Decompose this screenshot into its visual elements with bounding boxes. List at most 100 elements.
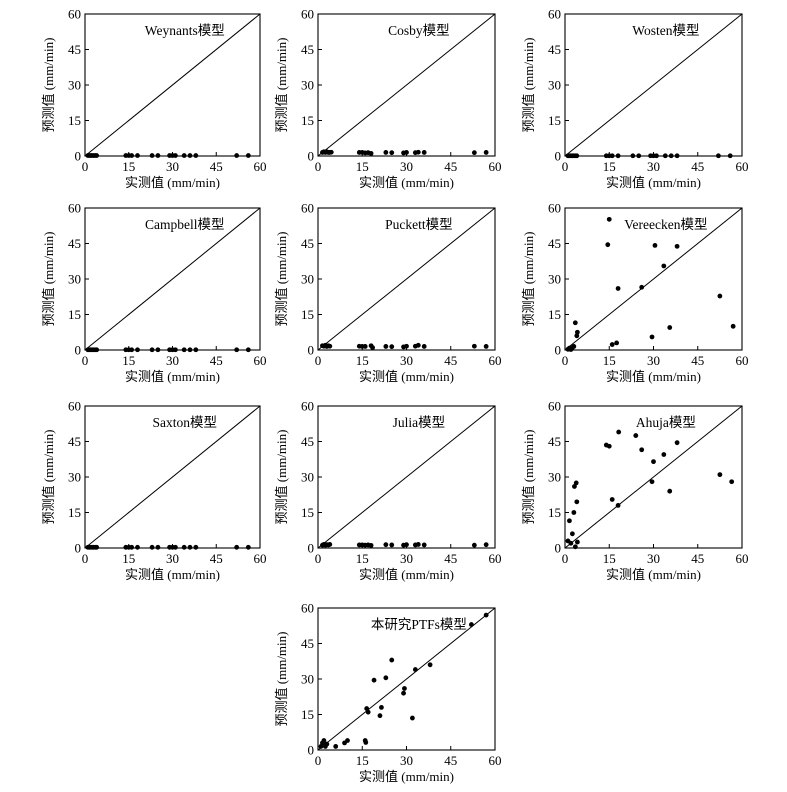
x-tick-label: 15 xyxy=(356,753,369,768)
data-point xyxy=(471,150,477,156)
y-tick-label: 30 xyxy=(301,272,314,287)
y-axis-label: 预测值 (mm/min) xyxy=(521,430,536,525)
y-tick-label: 0 xyxy=(555,343,562,358)
data-point xyxy=(383,150,389,155)
data-point xyxy=(727,153,733,159)
data-point xyxy=(245,347,251,353)
y-tick-label: 0 xyxy=(308,541,315,556)
x-axis-label: 实测值 (mm/min) xyxy=(606,369,701,384)
data-point xyxy=(383,542,389,548)
data-point xyxy=(193,347,199,353)
data-point xyxy=(404,343,409,349)
data-point xyxy=(94,347,100,353)
data-point xyxy=(187,153,193,158)
chart-title: Saxton模型 xyxy=(152,415,217,430)
y-tick-label: 30 xyxy=(68,272,81,287)
x-axis-label: 实测值 (mm/min) xyxy=(359,369,454,384)
y-tick-label: 30 xyxy=(548,78,561,93)
x-tick-label: 60 xyxy=(736,551,749,566)
x-tick-label: 15 xyxy=(603,551,616,566)
data-point xyxy=(135,153,140,158)
data-point xyxy=(149,347,155,353)
x-tick-label: 0 xyxy=(315,551,322,566)
data-point xyxy=(717,293,723,299)
chart-title: Vereecken模型 xyxy=(624,217,707,232)
x-tick-label: 15 xyxy=(603,353,616,368)
y-tick-label: 0 xyxy=(75,149,82,164)
data-point xyxy=(574,153,580,159)
x-tick-label: 45 xyxy=(210,353,223,368)
y-tick-label: 60 xyxy=(548,7,561,22)
data-point xyxy=(674,440,680,446)
data-point xyxy=(333,744,339,749)
data-point xyxy=(149,544,155,550)
data-point xyxy=(615,286,621,291)
data-point xyxy=(368,542,374,548)
data-point xyxy=(729,479,735,485)
data-point xyxy=(401,690,406,696)
data-point xyxy=(569,531,575,537)
one-to-one-line xyxy=(84,13,261,157)
data-point xyxy=(609,497,615,502)
y-tick-label: 45 xyxy=(68,42,81,57)
chart-title: Julia模型 xyxy=(393,415,446,430)
y-axis-label: 预测值 (mm/min) xyxy=(521,38,536,133)
x-axis-label: 实测值 (mm/min) xyxy=(359,769,454,784)
data-point xyxy=(173,544,178,550)
data-point xyxy=(609,342,615,347)
data-point xyxy=(410,715,415,721)
data-point xyxy=(389,542,395,548)
data-point xyxy=(716,153,721,159)
data-point xyxy=(181,347,187,353)
data-point xyxy=(368,150,374,156)
x-axis-label: 实测值 (mm/min) xyxy=(125,567,220,582)
data-point xyxy=(234,153,240,158)
x-tick-label: 45 xyxy=(444,353,457,368)
data-point xyxy=(605,242,611,248)
data-point xyxy=(345,738,350,743)
data-point xyxy=(730,323,736,329)
data-point xyxy=(321,738,327,743)
data-point xyxy=(404,150,409,155)
y-tick-label: 15 xyxy=(301,505,314,520)
data-point xyxy=(483,542,489,548)
y-tick-label: 60 xyxy=(301,7,314,22)
data-point xyxy=(415,149,421,155)
y-tick-label: 0 xyxy=(555,541,562,556)
x-tick-label: 60 xyxy=(489,353,502,368)
one-to-one-line xyxy=(84,207,261,351)
data-point xyxy=(415,342,421,348)
x-tick-label: 60 xyxy=(489,753,502,768)
y-tick-label: 0 xyxy=(308,343,315,358)
data-point xyxy=(327,542,333,547)
data-point xyxy=(155,347,161,353)
data-point xyxy=(654,153,659,159)
data-point xyxy=(668,153,674,159)
data-point xyxy=(149,153,155,158)
data-point xyxy=(234,347,240,353)
y-tick-label: 0 xyxy=(308,743,315,758)
y-tick-label: 60 xyxy=(68,399,81,414)
data-point xyxy=(483,612,489,618)
y-axis-label: 预测值 (mm/min) xyxy=(274,38,289,133)
x-axis-label: 实测值 (mm/min) xyxy=(606,175,701,190)
one-to-one-line xyxy=(564,405,743,549)
x-tick-label: 0 xyxy=(562,159,569,174)
one-to-one-line xyxy=(564,207,743,351)
x-axis-label: 实测值 (mm/min) xyxy=(606,567,701,582)
x-tick-label: 60 xyxy=(489,551,502,566)
one-to-one-line xyxy=(317,607,496,751)
one-to-one-line xyxy=(317,13,496,157)
x-tick-label: 15 xyxy=(603,159,616,174)
chart-title: Weynants模型 xyxy=(145,23,225,38)
data-point xyxy=(181,544,187,550)
data-point xyxy=(574,539,580,545)
data-point xyxy=(661,263,667,269)
data-point xyxy=(421,150,427,155)
y-tick-label: 30 xyxy=(68,470,81,485)
one-to-one-line xyxy=(564,13,743,157)
y-tick-label: 45 xyxy=(548,236,561,251)
x-tick-label: 0 xyxy=(82,551,89,566)
x-tick-label: 45 xyxy=(691,159,704,174)
